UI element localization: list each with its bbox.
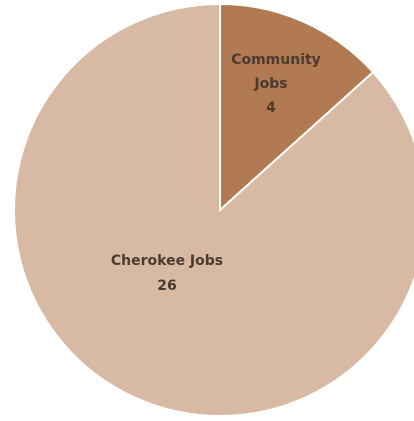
slice-value-cherokee: 26 [157,278,176,294]
slices-layer [13,2,414,417]
slice-label-community-line2: Jobs [253,76,287,92]
pie-slice-community-jobs [219,2,375,213]
pie-slice-cherokee-jobs [13,2,414,417]
slice-value-community: 4 [266,100,276,116]
slice-label-cherokee: Cherokee Jobs [111,253,223,269]
slice-label-community-line1: Community [231,52,321,68]
